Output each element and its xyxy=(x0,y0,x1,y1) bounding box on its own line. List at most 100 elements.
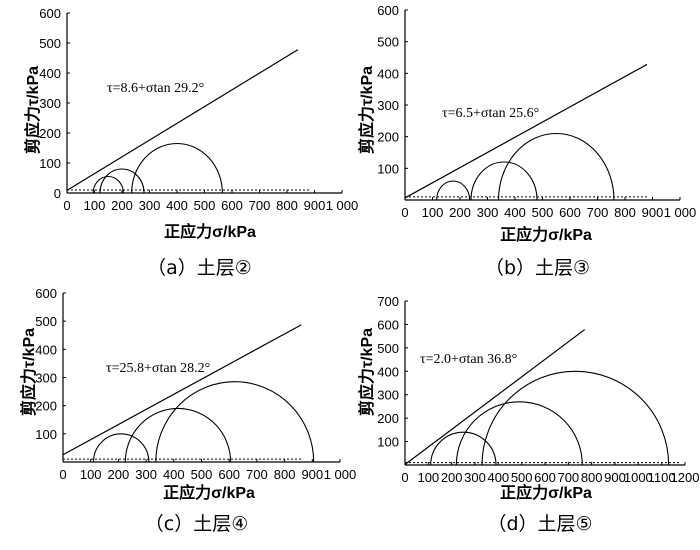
x-tick-label: 1 000 xyxy=(324,467,357,482)
y-tick-label: 400 xyxy=(39,66,61,81)
y-tick-label: 500 xyxy=(39,36,61,51)
y-tick-label: 300 xyxy=(377,98,399,113)
y-tick-label: 400 xyxy=(377,364,399,379)
mohr-circle-3 xyxy=(155,381,315,463)
x-axis-label: 正应力σ/kPa xyxy=(500,225,592,244)
y-axis-label: 剪应力τ/kPa xyxy=(23,66,42,154)
y-tick-label: 300 xyxy=(377,388,399,403)
mohr-circle-1 xyxy=(92,433,150,463)
strength-envelope xyxy=(404,63,648,199)
mohr-circle-3 xyxy=(131,143,223,194)
y-axis-label: 剪应力τ/kPa xyxy=(357,66,376,154)
y-tick-label: 400 xyxy=(377,66,399,81)
x-tick-label: 300 xyxy=(139,198,161,213)
y-axis-label: 剪应力τ/kPa xyxy=(357,328,376,416)
x-tick-label: 600 xyxy=(221,198,243,213)
mohr-circle-2 xyxy=(99,168,145,194)
x-tick-label: 800 xyxy=(274,467,296,482)
envelope-equation: τ=25.8+σtan 28.2° xyxy=(106,361,210,376)
x-axis-label: 正应力σ/kPa xyxy=(164,222,256,241)
x-tick-label: 900 xyxy=(642,205,664,220)
x-tick-label: 500 xyxy=(511,470,533,485)
x-tick-label: 400 xyxy=(163,467,185,482)
panel-caption: （d）土层⑤ xyxy=(487,513,592,535)
strength-envelope xyxy=(62,324,302,456)
mohr-circle-1 xyxy=(92,175,124,194)
x-tick-label: 800 xyxy=(276,198,298,213)
x-tick-label: 400 xyxy=(487,470,509,485)
strength-envelope xyxy=(66,49,299,191)
mohr-circle-1 xyxy=(436,180,471,201)
x-tick-label: 0 xyxy=(401,205,408,220)
y-tick-label: 600 xyxy=(35,286,57,301)
panel-caption: （a）土层② xyxy=(147,257,252,279)
panel-caption: （c）土层④ xyxy=(145,513,248,535)
x-tick-label: 300 xyxy=(477,205,499,220)
x-tick-label: 1200 xyxy=(671,470,700,485)
x-tick-label: 500 xyxy=(194,198,216,213)
mohr-circle-1 xyxy=(430,431,497,466)
x-tick-label: 600 xyxy=(218,467,240,482)
x-tick-label: 500 xyxy=(191,467,213,482)
mohr-circle-3 xyxy=(481,370,670,466)
y-tick-label: 500 xyxy=(35,314,57,329)
mohr-circle-2 xyxy=(124,407,232,463)
x-tick-label: 700 xyxy=(587,205,609,220)
y-tick-label: 600 xyxy=(39,6,61,21)
x-tick-label: 300 xyxy=(135,467,157,482)
x-tick-label: 100 xyxy=(422,205,444,220)
x-tick-label: 700 xyxy=(249,198,271,213)
envelope-equation: τ=6.5+σtan 25.6° xyxy=(442,106,539,121)
mohr-circle-2 xyxy=(470,161,538,201)
y-tick-label: 100 xyxy=(39,156,61,171)
y-tick-label: 200 xyxy=(377,411,399,426)
x-tick-label: 500 xyxy=(532,205,554,220)
x-tick-label: 1100 xyxy=(648,470,676,485)
y-tick-label: 500 xyxy=(377,35,399,50)
x-tick-label: 0 xyxy=(63,198,70,213)
chart-panel-3: 0 100 200 300 400 500 600 700 800 900 1 000 100 200 3… xyxy=(19,286,356,535)
x-tick-label: 700 xyxy=(246,467,268,482)
y-tick-label: 100 xyxy=(377,161,399,176)
y-tick-label: 100 xyxy=(35,427,57,442)
chart-panel-1: 0 100 200 300 400 500 600 700 800 900 1 000 0 100 200… xyxy=(23,6,358,279)
x-tick-label: 0 xyxy=(59,467,66,482)
x-tick-label: 900 xyxy=(604,470,626,485)
x-tick-label: 1 000 xyxy=(326,198,359,213)
y-tick-label: 300 xyxy=(39,96,61,111)
x-axis-label: 正应力σ/kPa xyxy=(163,483,255,502)
x-tick-label: 200 xyxy=(449,205,471,220)
x-tick-label: 100 xyxy=(417,470,439,485)
x-tick-label: 200 xyxy=(111,198,133,213)
x-tick-label: 600 xyxy=(534,470,556,485)
x-tick-label: 100 xyxy=(84,198,106,213)
y-tick-label: 600 xyxy=(377,317,399,332)
y-tick-label: 100 xyxy=(377,435,399,450)
envelope-equation: τ=8.6+σtan 29.2° xyxy=(107,81,204,96)
x-tick-label: 100 xyxy=(80,467,102,482)
y-tick-label: 300 xyxy=(35,371,57,386)
x-tick-label: 700 xyxy=(557,470,579,485)
x-tick-label: 1 000 xyxy=(664,205,697,220)
y-tick-label: 700 xyxy=(377,294,399,309)
x-tick-label: 300 xyxy=(464,470,486,485)
x-tick-label: 800 xyxy=(581,470,603,485)
y-tick-label: 400 xyxy=(35,342,57,357)
chart-panel-4: 0 100 200 300 400 500 600 700 800 900100011001200… xyxy=(357,294,699,535)
x-tick-label: 1000 xyxy=(624,470,653,485)
x-tick-label: 400 xyxy=(166,198,188,213)
x-tick-label: 200 xyxy=(441,470,463,485)
y-tick-label: 200 xyxy=(39,126,61,141)
x-tick-label: 900 xyxy=(301,467,323,482)
x-tick-label: 800 xyxy=(614,205,636,220)
chart-panel-2: 0 100 200 300 400 500 600 700 800 900 1 000 100 200 3… xyxy=(357,3,696,279)
y-tick-label: 200 xyxy=(377,130,399,145)
mohr-circle-3 xyxy=(497,133,615,201)
y-tick-label: 500 xyxy=(377,341,399,356)
x-tick-label: 400 xyxy=(504,205,526,220)
strength-envelope xyxy=(404,329,586,466)
x-tick-label: 900 xyxy=(304,198,326,213)
mohr-circle-2 xyxy=(455,401,583,466)
y-tick-label: 200 xyxy=(35,399,57,414)
